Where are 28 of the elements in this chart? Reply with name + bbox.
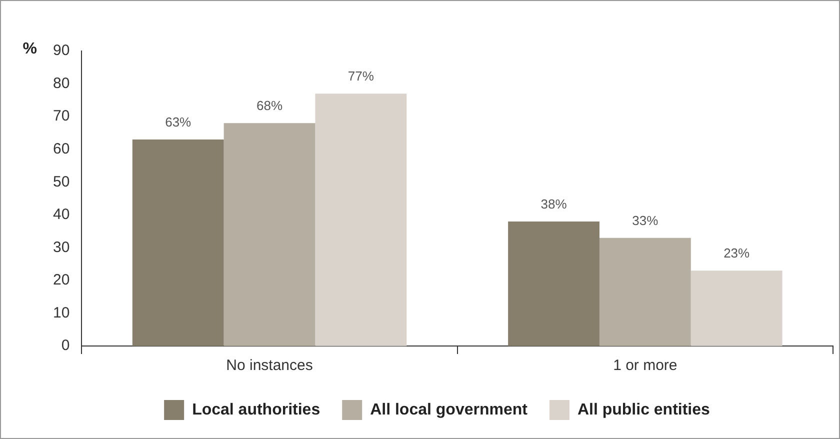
data-label: 68% — [256, 98, 283, 114]
y-tick-label: 30 — [52, 238, 70, 256]
data-label: 77% — [348, 68, 374, 84]
x-tick-label: 1 or more — [613, 357, 678, 374]
legend-label: Local authorities — [192, 401, 320, 418]
y-tick-label: 20 — [52, 272, 70, 289]
y-tick-label: 40 — [52, 206, 70, 224]
y-tick-label: 70 — [52, 108, 70, 125]
y-tick-label: 10 — [52, 304, 70, 322]
bar — [224, 123, 316, 346]
y-tick-label: 50 — [52, 173, 70, 190]
y-tick-label: 80 — [52, 74, 70, 92]
data-label: 23% — [724, 246, 750, 261]
y-axis-title: % — [22, 40, 37, 58]
y-tick-label: 90 — [52, 42, 70, 60]
bar — [690, 270, 782, 346]
bar — [508, 221, 600, 346]
y-tick-label: 0 — [61, 337, 70, 354]
data-label: 38% — [540, 196, 568, 212]
bar — [599, 238, 691, 346]
data-label: 33% — [632, 212, 659, 228]
data-label: 63% — [165, 114, 192, 130]
bar — [132, 140, 224, 346]
y-tick-label: 60 — [52, 140, 70, 158]
bar — [315, 94, 407, 346]
legend-label: All public entities — [577, 401, 710, 418]
legend-label: All local government — [370, 401, 528, 418]
x-tick-label: No instances — [226, 357, 313, 374]
